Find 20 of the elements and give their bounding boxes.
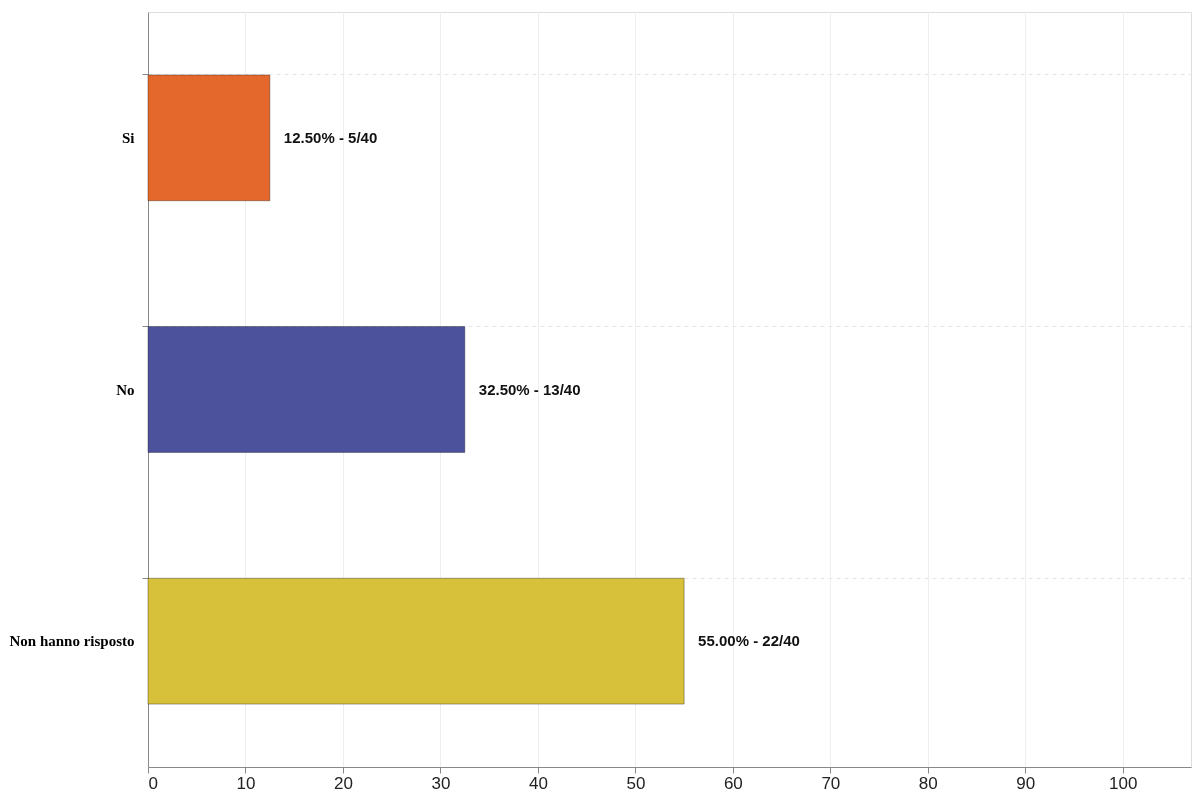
x-tick-label: 60	[723, 773, 743, 793]
y-tick-label: Non hanno risposto	[9, 633, 135, 650]
data-label: 55.00% - 22/40	[698, 632, 800, 650]
y-tick-label: Si	[121, 129, 135, 146]
y-tick-label: No	[116, 381, 135, 398]
x-tick-label: 70	[821, 773, 841, 793]
x-tick-label: 30	[431, 773, 451, 793]
x-tick-label: 50	[626, 773, 646, 793]
x-tick-label: 20	[333, 773, 353, 793]
data-label: 12.50% - 5/40	[283, 128, 378, 146]
bar	[147, 577, 685, 705]
bar	[147, 326, 466, 453]
x-tick-label: 0	[148, 773, 158, 793]
x-tick-label: 40	[528, 773, 548, 793]
x-tick-label: 100	[1109, 773, 1138, 793]
x-tick-label: 90	[1016, 773, 1036, 793]
x-tick-label: 80	[918, 773, 938, 793]
x-tick-label: 10	[236, 773, 256, 793]
data-label: 32.50% - 13/40	[478, 380, 581, 398]
bar	[147, 74, 271, 202]
